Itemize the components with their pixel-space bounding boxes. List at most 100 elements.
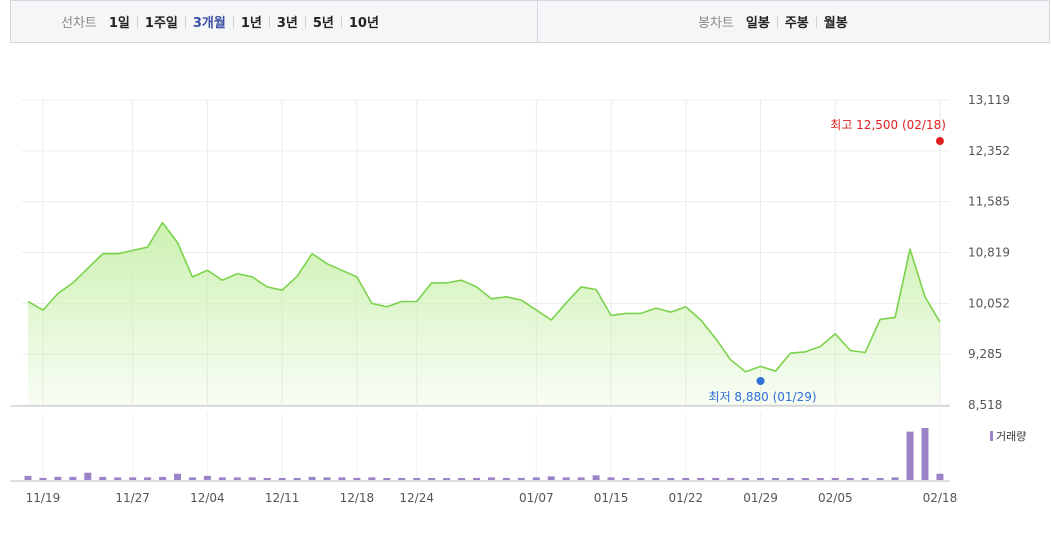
candle-chart-label: 봉차트 xyxy=(698,16,734,31)
volume-bar xyxy=(129,477,137,480)
volume-bar xyxy=(233,477,241,480)
volume-bar xyxy=(487,477,495,480)
tab-1-year[interactable]: 1년 xyxy=(240,16,262,31)
volume-bar xyxy=(458,478,466,480)
volume-legend-swatch xyxy=(990,431,993,441)
volume-bar xyxy=(398,478,406,480)
volume-bar xyxy=(861,478,869,480)
toolbar-divider xyxy=(537,1,538,42)
volume-bar xyxy=(742,478,750,480)
volume-bar xyxy=(517,477,525,480)
y-tick-label: 11,585 xyxy=(968,195,1010,209)
volume-bar xyxy=(921,428,929,480)
x-tick-label: 12/11 xyxy=(265,491,300,505)
tab-separator xyxy=(184,15,186,28)
min-price-marker xyxy=(756,377,765,386)
price-line xyxy=(27,221,941,373)
volume-bar xyxy=(174,473,181,480)
volume-bar xyxy=(697,478,705,480)
max-price-marker xyxy=(935,137,944,146)
volume-bar xyxy=(323,477,331,480)
volume-bar xyxy=(801,478,809,480)
volume-bar xyxy=(502,477,510,480)
tab-10-years[interactable]: 10년 xyxy=(348,16,379,31)
tab-separator xyxy=(268,15,270,28)
volume-bar xyxy=(428,478,436,480)
volume-bar xyxy=(577,477,585,480)
volume-bar xyxy=(622,478,630,480)
tab-monthly-candle[interactable]: 월봉 xyxy=(823,16,848,31)
candle-chart-tab-group: 봉차트 일봉 주봉 월봉 xyxy=(698,1,848,42)
x-tick-label: 12/04 xyxy=(190,491,225,505)
volume-bar xyxy=(443,478,451,480)
tab-weekly-candle[interactable]: 주봉 xyxy=(784,16,809,31)
x-tick-label: 11/19 xyxy=(26,491,61,505)
volume-bar xyxy=(383,478,391,480)
tab-1-day[interactable]: 1일 xyxy=(108,16,130,31)
tab-separator xyxy=(776,15,778,28)
x-tick-label: 02/05 xyxy=(818,491,853,505)
volume-bar xyxy=(532,477,540,480)
y-tick-label: 13,119 xyxy=(968,93,1010,107)
volume-bar xyxy=(39,477,47,480)
volume-bar xyxy=(353,477,361,480)
volume-bar xyxy=(24,475,32,480)
tab-3-months[interactable]: 3개월 xyxy=(192,16,226,31)
volume-bar xyxy=(188,477,196,480)
volume-bar xyxy=(652,478,660,480)
volume-bar xyxy=(846,478,854,480)
volume-bar xyxy=(368,477,376,480)
volume-bar xyxy=(473,477,480,480)
volume-bar xyxy=(876,478,884,480)
tab-separator xyxy=(136,15,138,28)
volume-bar xyxy=(891,477,899,480)
volume-bar xyxy=(338,477,346,480)
volume-legend-label: 거래량 xyxy=(996,430,1026,443)
min-price-label: 최저 8,880 (01/29) xyxy=(709,390,817,404)
x-tick-label: 01/07 xyxy=(519,491,554,505)
tab-3-years[interactable]: 3년 xyxy=(276,16,298,31)
volume-bar xyxy=(727,477,735,480)
volume-bar xyxy=(308,476,316,480)
volume-bar xyxy=(682,478,690,480)
tab-separator xyxy=(304,15,306,28)
tab-separator xyxy=(232,15,234,28)
y-tick-label: 12,352 xyxy=(968,144,1010,158)
volume-bar xyxy=(637,478,645,480)
volume-bar xyxy=(84,472,92,480)
volume-bar xyxy=(69,476,77,480)
volume-bar xyxy=(278,478,286,480)
volume-bar xyxy=(248,477,256,480)
volume-bar xyxy=(99,476,107,480)
volume-bar xyxy=(607,477,615,480)
volume-bar xyxy=(413,478,421,480)
volume-bar xyxy=(54,476,62,480)
volume-bar xyxy=(772,478,779,480)
x-tick-label: 01/22 xyxy=(669,491,704,505)
volume-bar xyxy=(114,477,122,480)
x-tick-label: 12/24 xyxy=(399,491,434,505)
price-area-fill xyxy=(28,222,940,405)
volume-bar xyxy=(906,431,914,480)
volume-bar xyxy=(831,478,839,480)
tab-daily-candle[interactable]: 일봉 xyxy=(745,16,770,31)
volume-bar xyxy=(757,478,765,480)
y-tick-label: 8,518 xyxy=(968,398,1002,412)
tab-5-years[interactable]: 5년 xyxy=(312,16,334,31)
volume-bar xyxy=(667,478,675,480)
volume-bar xyxy=(263,478,271,480)
y-tick-label: 10,052 xyxy=(968,296,1010,310)
volume-bar xyxy=(203,475,211,480)
tab-1-week[interactable]: 1주일 xyxy=(144,16,178,31)
x-tick-label: 12/18 xyxy=(340,491,375,505)
x-tick-label: 11/27 xyxy=(115,491,150,505)
volume-bar xyxy=(144,477,152,480)
chart-period-toolbar: 선차트 1일 1주일 3개월 1년 3년 5년 10년 봉차트 일봉 주봉 월봉 xyxy=(10,0,1050,43)
x-tick-label: 02/18 xyxy=(923,491,958,505)
x-tick-label: 01/15 xyxy=(594,491,629,505)
volume-bar xyxy=(786,478,794,480)
volume-bar xyxy=(936,473,944,480)
max-price-label: 최고 12,500 (02/18) xyxy=(830,118,946,132)
volume-bar xyxy=(712,477,720,480)
